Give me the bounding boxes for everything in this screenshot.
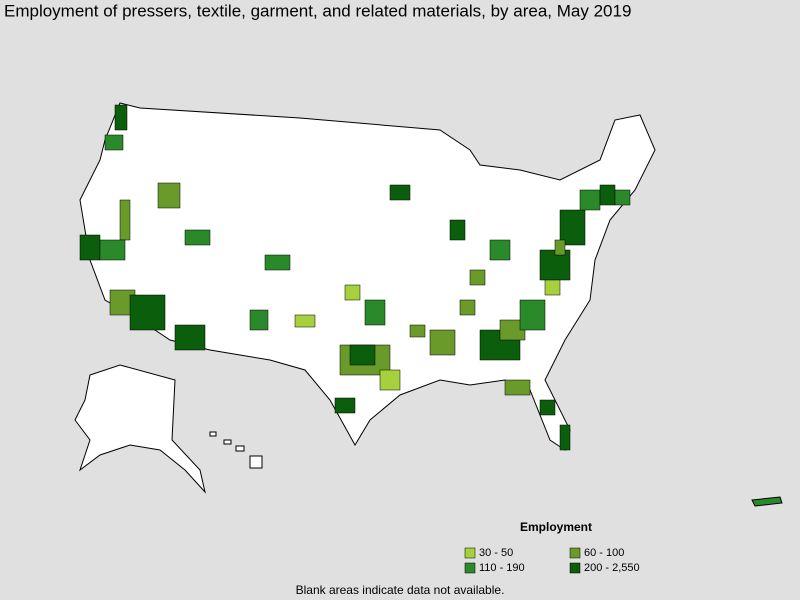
legend-label: 60 - 100	[584, 547, 624, 559]
region	[334, 397, 356, 414]
region	[544, 279, 561, 296]
region	[599, 184, 616, 206]
legend-swatch	[464, 562, 476, 574]
region	[614, 189, 631, 206]
region	[294, 314, 316, 328]
region	[349, 344, 376, 366]
region	[519, 299, 546, 331]
legend-title: Employment	[520, 520, 592, 534]
region	[504, 379, 531, 396]
region	[429, 329, 456, 356]
region	[99, 239, 126, 261]
region	[379, 369, 401, 391]
title: Employment of pressers, textile, garment…	[4, 1, 631, 20]
region	[114, 104, 128, 131]
alaska	[74, 364, 206, 494]
region	[539, 399, 556, 416]
region	[389, 184, 411, 201]
region	[489, 239, 511, 261]
legend-swatch	[569, 562, 581, 574]
legend-label: 200 - 2,550	[584, 562, 640, 574]
legend-swatch	[464, 547, 476, 559]
region	[559, 424, 571, 451]
region	[157, 182, 181, 209]
region	[249, 309, 269, 331]
region	[184, 229, 211, 246]
region	[129, 294, 166, 331]
legend-label: 30 - 50	[479, 547, 513, 559]
region	[119, 199, 131, 241]
region	[554, 239, 566, 256]
region	[344, 284, 361, 301]
note: Blank areas indicate data not available.	[296, 583, 505, 597]
region	[104, 134, 124, 151]
region	[559, 209, 586, 246]
hawaii	[209, 431, 263, 469]
region	[579, 189, 601, 211]
region	[449, 219, 466, 241]
region	[364, 299, 386, 326]
puerto-rico	[751, 496, 783, 507]
legend-label: 110 - 190	[479, 562, 525, 574]
regions	[79, 104, 631, 451]
region	[409, 324, 426, 338]
region	[174, 324, 206, 351]
region	[264, 254, 291, 271]
region	[459, 299, 476, 316]
legend-swatch	[569, 547, 581, 559]
region	[469, 269, 486, 286]
legend: Employment 30 - 50 60 - 100 110 - 190 200 -…	[464, 520, 640, 574]
region	[79, 234, 101, 261]
